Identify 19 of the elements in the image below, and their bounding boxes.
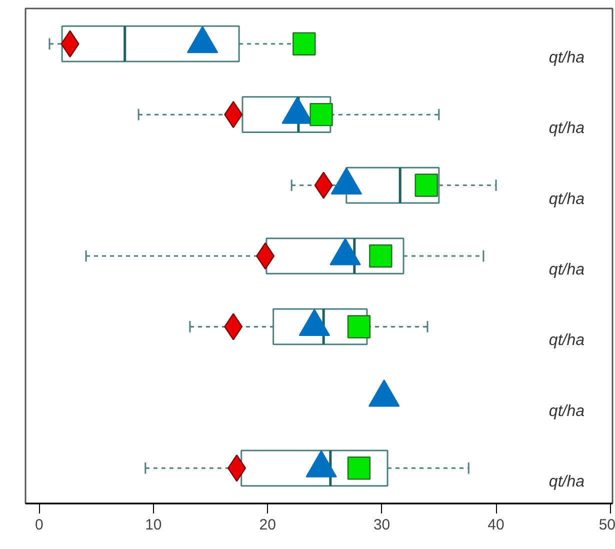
y-tick-label: qt/ha — [548, 474, 585, 491]
point — [347, 315, 371, 338]
y-tick-label: qt/ha — [548, 402, 585, 420]
y-tick-label: qt/ha — [548, 49, 585, 66]
point — [292, 32, 316, 56]
point — [347, 456, 371, 480]
y-tick-label: qt/ha — [548, 120, 585, 138]
y-tick-label: qt/ha — [548, 190, 585, 208]
y-tick-label: qt/ha — [548, 332, 585, 350]
x-tick-label: 20 — [259, 516, 276, 534]
point — [369, 244, 392, 268]
x-tick-label: 40 — [488, 516, 504, 534]
point — [414, 174, 438, 197]
x-tick-label: 30 — [373, 516, 390, 534]
point — [310, 102, 333, 126]
x-tick-label: 0 — [35, 516, 44, 534]
x-tick-label: 10 — [145, 516, 162, 534]
y-tick-label: qt/ha — [548, 262, 585, 278]
x-tick-label: 50 — [598, 516, 615, 534]
